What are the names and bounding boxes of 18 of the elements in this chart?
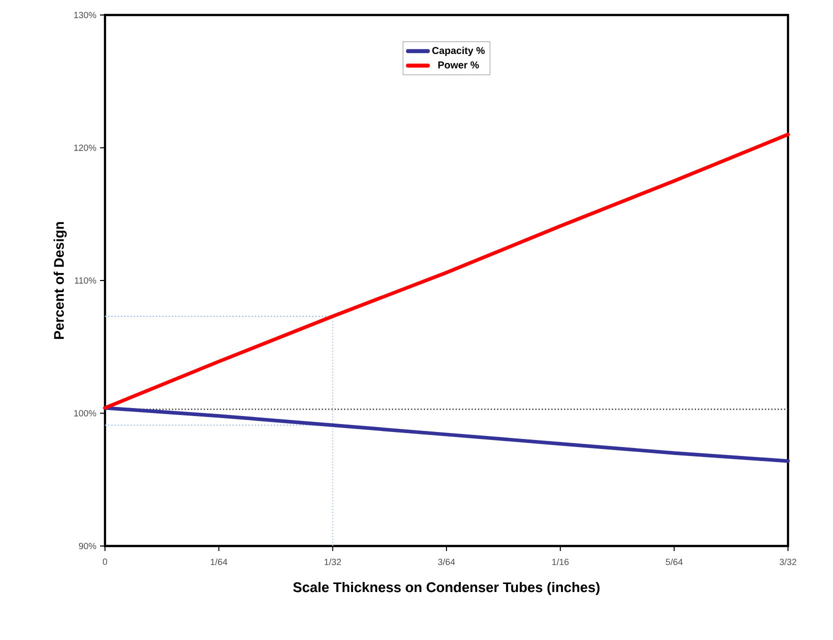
y-tick-label: 90%	[78, 542, 96, 550]
x-tick-label: 3/32	[780, 558, 796, 566]
x-tick-label: 1/64	[210, 558, 228, 566]
x-tick-label: 1/16	[552, 558, 569, 566]
x-tick-label: 0	[102, 558, 108, 565]
legend-label: Capacity %	[432, 46, 485, 56]
x-tick-label: 3/64	[438, 558, 455, 566]
line-series	[103, 132, 790, 410]
legend-label: Power %	[438, 61, 479, 68]
y-axis-title: Percent of Design	[54, 222, 67, 339]
y-tick-label: 110%	[74, 277, 96, 284]
x-axis-title: Scale Thickness on Condenser Tubes (inches)	[293, 582, 600, 595]
y-tick-label: 100%	[74, 410, 96, 416]
y-tick-label: 130%	[74, 12, 96, 18]
y-tick-label: 120%	[74, 144, 96, 151]
x-tick-label: 5/64	[666, 558, 683, 566]
line-series	[103, 406, 790, 463]
x-tick-label: 1/32	[324, 558, 341, 566]
